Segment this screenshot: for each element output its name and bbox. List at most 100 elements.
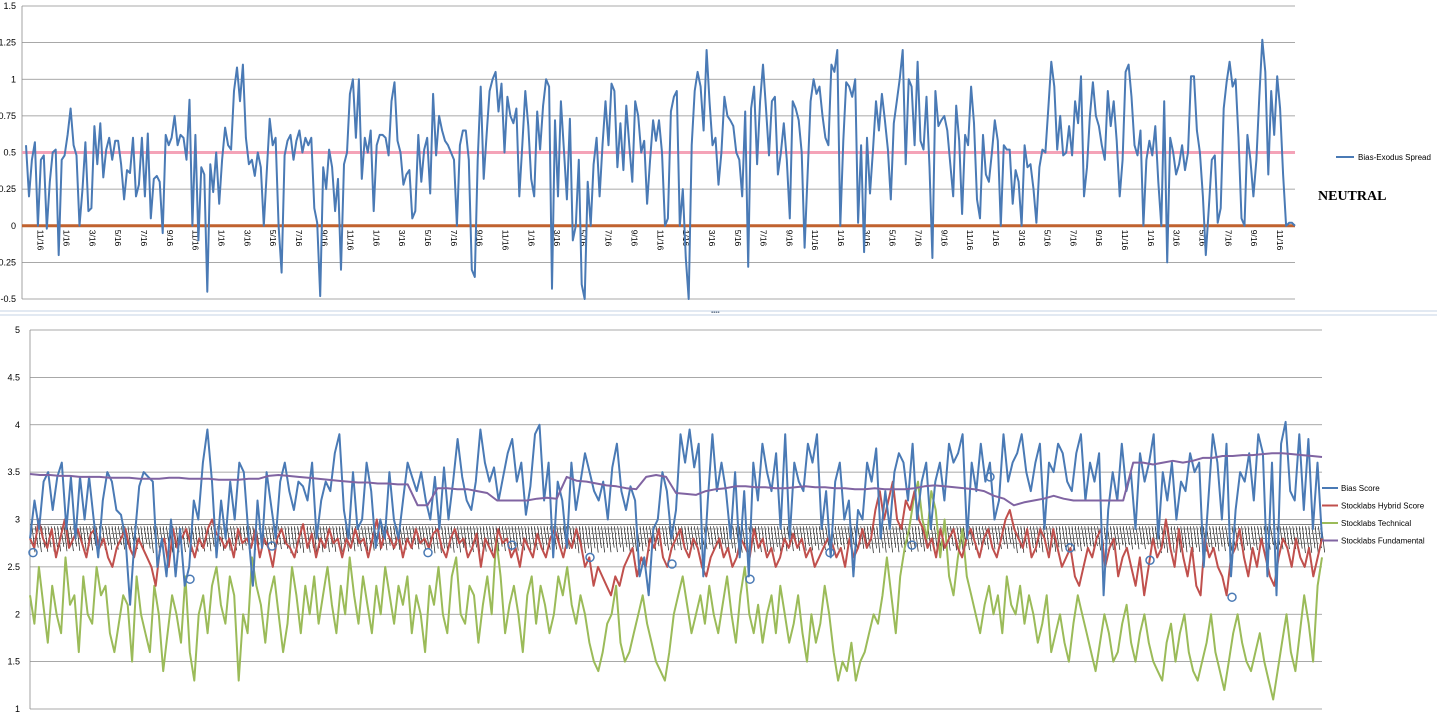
- bottom-band-mark: [1190, 526, 1194, 553]
- bottom-band-mark: [742, 526, 746, 549]
- bottom-y-tick-label: 5: [15, 325, 20, 335]
- bottom-band-mark: [502, 526, 506, 552]
- bottom-band-mark: [914, 526, 919, 552]
- top-y-tick-label: 1.5: [3, 1, 16, 11]
- top-x-tick-label: 1/16: [681, 230, 691, 247]
- bottom-marker-point: [585, 552, 595, 563]
- top-x-tick-label: 9/16: [784, 230, 794, 247]
- bottom-band-mark: [1132, 526, 1137, 545]
- bottom-marker-point: [423, 547, 433, 558]
- bottom-band-mark: [994, 526, 999, 545]
- top-x-tick-label: 7/16: [1223, 230, 1233, 247]
- bottom-band-mark: [1126, 526, 1130, 546]
- top-x-tick-label: 1/16: [216, 230, 226, 247]
- top-x-tick-label: 5/16: [423, 230, 433, 247]
- bottom-marker-point: [1065, 543, 1075, 553]
- bottom-band-mark: [633, 526, 637, 552]
- bottom-band-mark: [1196, 526, 1201, 552]
- bottom-band-mark: [1113, 526, 1117, 546]
- bottom-band-mark: [895, 526, 900, 553]
- bottom-band-mark: [863, 526, 868, 545]
- bottom-band-mark: [486, 526, 490, 548]
- bottom-y-tick-label: 1.5: [7, 657, 20, 667]
- bottom-band-mark: [108, 526, 113, 550]
- top-x-tick-label: 7/16: [294, 230, 304, 247]
- pane-splitter[interactable]: ▪▪▪▪: [0, 310, 1437, 316]
- bottom-band-mark: [57, 526, 61, 552]
- bottom-band-mark: [105, 526, 109, 546]
- top-y-tick-label: 0.25: [0, 184, 16, 194]
- top-x-tick-label: 11/16: [965, 230, 975, 251]
- bottom-band-mark: [466, 526, 471, 548]
- bottom-band-mark: [975, 526, 980, 546]
- bottom-band-mark: [1087, 526, 1092, 547]
- top-x-tick-label: 5/16: [1197, 230, 1207, 247]
- bottom-band-mark: [457, 526, 461, 553]
- bottom-band-mark: [332, 526, 337, 552]
- bottom-band-mark: [892, 526, 897, 548]
- bottom-band-mark: [1065, 526, 1069, 552]
- bottom-band-mark: [326, 526, 330, 553]
- bottom-chart-series: [28, 420, 1323, 701]
- bottom-band-mark: [1244, 526, 1249, 546]
- bottom-band-mark: [1183, 526, 1188, 553]
- top-x-tick-label: 5/16: [113, 230, 123, 247]
- bottom-band-mark: [697, 526, 701, 550]
- bottom-band-mark: [607, 526, 612, 553]
- bottom-band-mark: [546, 526, 551, 550]
- bottom-band-mark: [207, 526, 212, 552]
- bottom-band-mark: [623, 526, 628, 548]
- bottom-band-mark: [706, 526, 711, 545]
- bottom-band-mark: [1122, 526, 1127, 550]
- bottom-band-mark: [1298, 526, 1303, 549]
- bottom-marker-point: [185, 574, 195, 584]
- bottom-band-mark: [985, 526, 989, 550]
- bottom-band-mark: [1020, 526, 1025, 553]
- bottom-band-mark: [1215, 526, 1220, 552]
- bottom-band-mark: [918, 526, 922, 548]
- bottom-band-mark: [1055, 526, 1060, 548]
- bottom-band-mark: [722, 526, 727, 549]
- bottom-band-mark: [358, 526, 362, 552]
- bottom-band-mark: [834, 526, 839, 550]
- bottom-band-mark: [146, 526, 151, 549]
- neutral-annotation: NEUTRAL: [1318, 189, 1386, 204]
- top-x-tick-label: 1/16: [526, 230, 536, 247]
- bottom-band-mark: [450, 526, 455, 553]
- top-x-tick-label: 3/16: [242, 230, 252, 247]
- bottom-band-mark: [777, 526, 781, 552]
- bottom-band-mark: [1058, 526, 1063, 552]
- bottom-legend-label: Bias Score: [1341, 484, 1380, 493]
- top-x-tick-label: 9/16: [630, 230, 640, 247]
- bottom-band-mark: [489, 526, 493, 552]
- top-x-tick-label: 11/16: [810, 230, 820, 251]
- bottom-band-mark: [143, 526, 148, 545]
- bottom-band-mark: [639, 526, 644, 552]
- top-x-tick-label: 3/16: [552, 230, 562, 247]
- top-x-tick-label: 11/16: [346, 230, 356, 251]
- top-x-tick-label: 11/16: [500, 230, 510, 251]
- top-x-tick-label: 7/16: [139, 230, 149, 247]
- bottom-band-mark: [460, 526, 465, 548]
- bottom-band-mark: [543, 526, 548, 546]
- bottom-band-mark: [1154, 526, 1159, 549]
- bottom-band-mark: [617, 526, 621, 548]
- bottom-band-mark: [898, 526, 903, 548]
- top-x-tick-label: 5/16: [268, 230, 278, 247]
- bottom-band-mark: [713, 526, 717, 545]
- bottom-band-mark: [447, 526, 452, 549]
- bottom-band-mark: [642, 526, 647, 547]
- bottom-band-mark: [1129, 526, 1133, 550]
- top-x-tick-label: 3/16: [1172, 230, 1182, 247]
- top-x-tick-label: 5/16: [733, 230, 743, 247]
- bottom-band-mark: [422, 526, 426, 550]
- bottom-band-mark: [921, 526, 925, 552]
- bottom-band-mark: [876, 526, 881, 553]
- bottom-band-mark: [594, 526, 599, 553]
- top-y-tick-label: -0.5: [0, 294, 16, 304]
- bottom-y-tick-label: 2.5: [7, 562, 20, 572]
- bottom-legend-label: Stocklabs Hybrid Score: [1341, 502, 1425, 511]
- bottom-band-mark: [850, 526, 855, 545]
- bottom-band-mark: [886, 526, 890, 549]
